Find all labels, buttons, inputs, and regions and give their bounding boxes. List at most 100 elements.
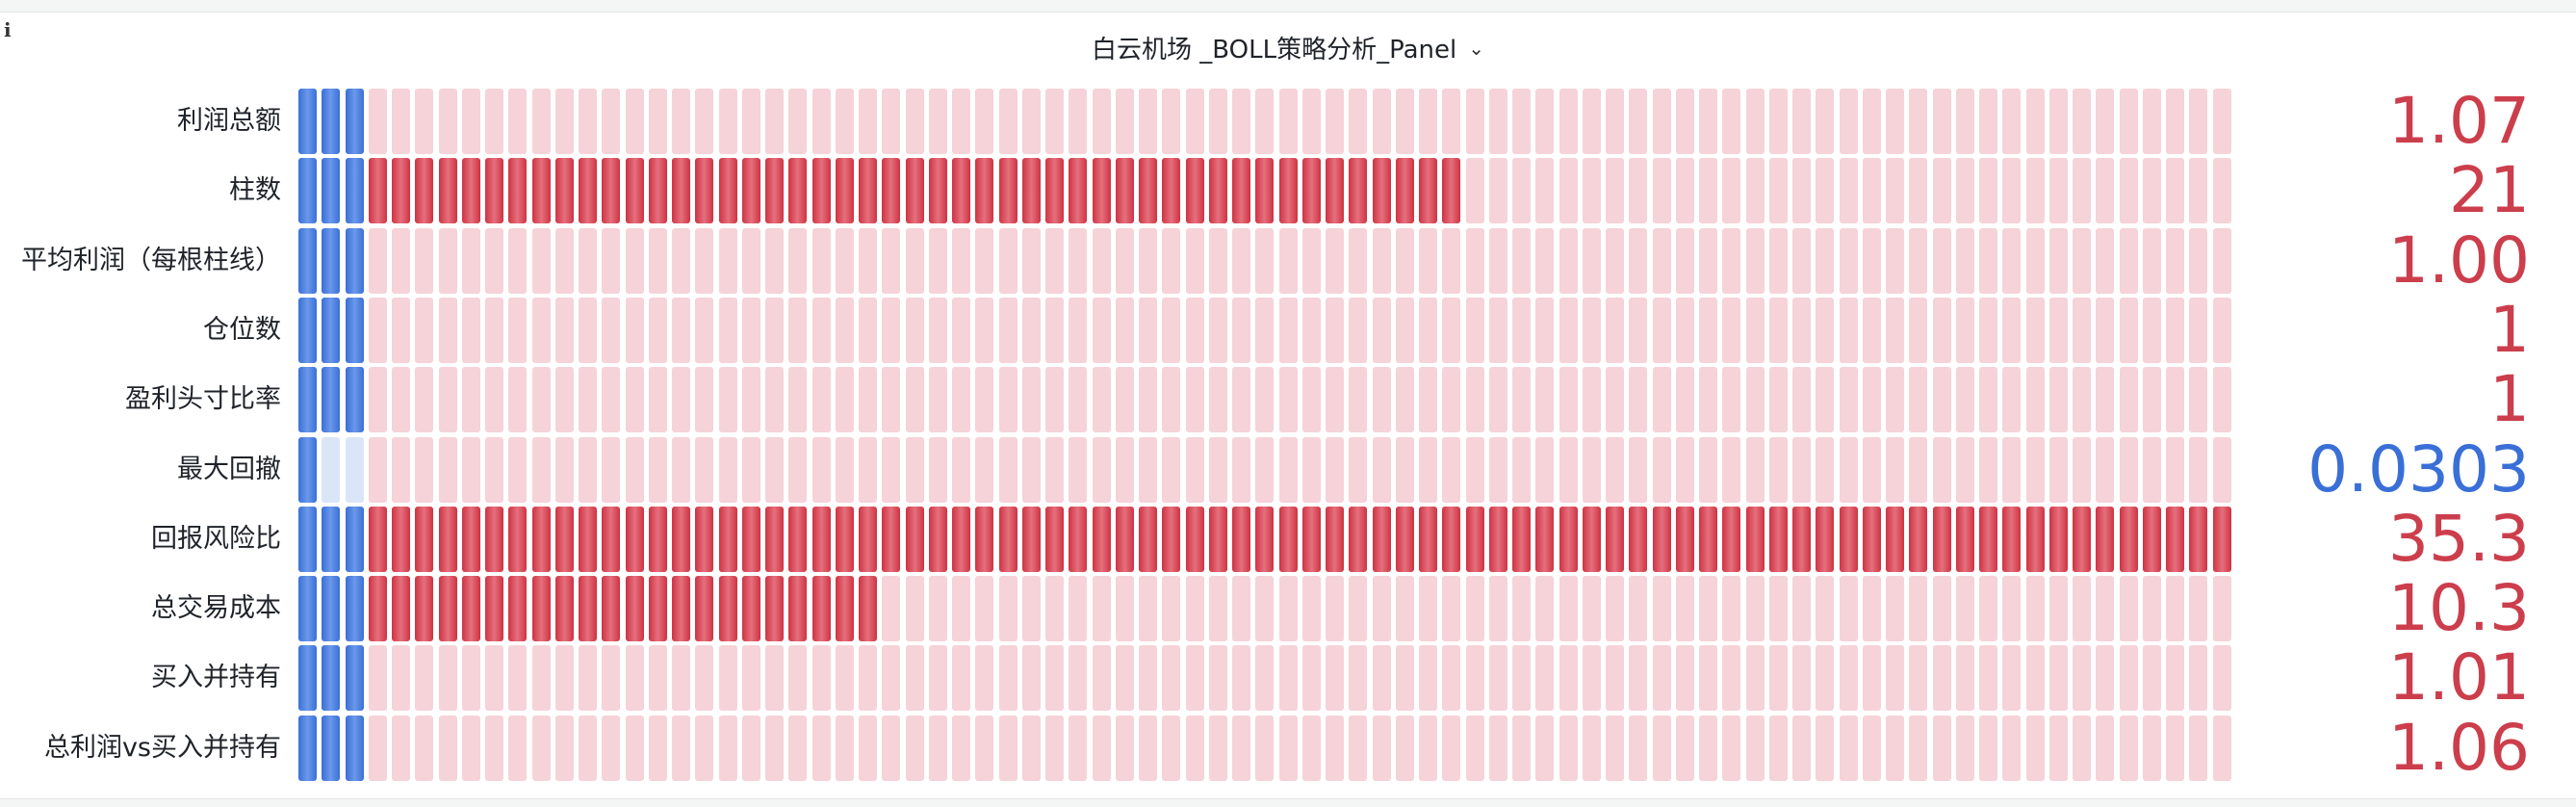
gauge-segment-empty [859,89,877,154]
gauge-segment-filled [1116,158,1134,223]
gauge-segment-filled [719,576,737,641]
gauge-segment-empty [2073,367,2091,432]
panel-header[interactable]: 白云机场 _BOLL策略分析_Panel ⌄ [0,28,2576,66]
row-label: 最大回撤 [177,455,281,484]
gauge-segment-empty [788,367,807,432]
gauge-segment-empty [2120,89,2138,154]
gauge-segment-empty [485,716,503,781]
row-label: 柱数 [229,175,281,205]
gauge-segment-empty [1326,576,1344,641]
gauge-segment-filled [1769,507,1788,572]
gauge-segment-empty [1606,228,1624,294]
gauge-segment-filled [555,507,574,572]
gauge-segment-filled [298,645,317,711]
gauge-segment-empty [812,645,831,711]
gauge-segment-empty [462,645,480,711]
gauge-segment-empty [1279,89,1298,154]
gauge-segment-empty [1629,158,1647,223]
gauge-segment-empty [2002,158,2021,223]
gauge-segment-empty [2189,228,2207,294]
gauge-segment-filled [555,158,574,223]
row-label: 总交易成本 [151,593,281,623]
gauge-segment-empty [906,437,924,503]
gauge-segment-filled [765,507,784,572]
panel-title[interactable]: 白云机场 _BOLL策略分析_Panel [1092,35,1457,65]
chevron-down-icon[interactable]: ⌄ [1468,37,1484,60]
gauge-segment-empty [369,228,387,294]
gauge-segment-filled [1022,507,1041,572]
gauge-segment-filled [462,507,480,572]
gauge-segment-empty [929,367,947,432]
gauge-segment-empty [2143,89,2161,154]
gauge-segment-empty [2049,645,2068,711]
row-value: 21 [2449,153,2530,227]
gauge-segment-filled [742,158,760,223]
gauge-segment-empty [1583,158,1601,223]
gauge-segment-empty [1979,228,1997,294]
gauge-segment-filled [999,158,1018,223]
gauge-segment-empty [836,298,854,363]
gauge-segment-filled [369,507,387,572]
gauge-segment-empty [1722,645,1740,711]
gauge-segment-filled [298,158,317,223]
gauge-segment-empty [1699,645,1717,711]
gauge-segment-filled [2073,507,2091,572]
gauge-segment-empty [1255,298,1274,363]
gauge-segment-empty [1069,298,1087,363]
gauge-segment-empty [672,298,690,363]
gauge-segment-empty [882,645,900,711]
gauge-segment-empty [1209,228,1227,294]
gauge-segment-empty [1139,716,1157,781]
gauge-segment-empty [1956,437,1974,503]
gauge-segment-empty [2143,228,2161,294]
gauge-segment-empty [1676,89,1694,154]
gauge-segment-empty [1139,367,1157,432]
gauge-segment-empty [695,89,713,154]
gauge-segment-empty [1653,367,1671,432]
gauge-segment-empty [508,716,527,781]
gauge-segment-empty [579,228,597,294]
gauge-segment-filled [298,507,317,572]
gauge-segment-empty [1863,716,1881,781]
gauge-segment-empty [2096,228,2114,294]
gauge-segment-filled [1419,507,1437,572]
gauge-bar [298,576,2260,641]
gauge-segment-filled [532,158,551,223]
gauge-segment-filled [485,576,503,641]
gauge-segment-empty [462,298,480,363]
gauge-segment-empty [1186,298,1204,363]
gauge-segment-empty [1769,437,1788,503]
gauge-segment-empty [1933,367,1951,432]
gauge-segment-empty [2189,367,2207,432]
gauge-segment-empty [1302,228,1321,294]
gauge-segment-empty [2120,437,2138,503]
gauge-segment-filled [929,158,947,223]
gauge-segment-filled [2049,507,2068,572]
gauge-segment-empty [1840,437,1858,503]
gauge-segment-empty [1722,228,1740,294]
gauge-segment-empty [1653,298,1671,363]
gauge-segment-empty [1979,158,1997,223]
gauge-segment-filled [1933,507,1951,572]
gauge-segment-filled [298,228,317,294]
gauge-segment-empty [508,298,527,363]
gauge-segment-empty [1442,576,1460,641]
gauge-segment-empty [742,437,760,503]
gauge-segment-empty [579,89,597,154]
gauge-segment-empty [975,228,993,294]
gauge-segment-empty [1653,158,1671,223]
gauge-segment-empty [929,89,947,154]
gauge-segment-empty [369,437,387,503]
gauge-segment-empty [1559,158,1578,223]
gauge-segment-empty [2143,716,2161,781]
gauge-segment-filled [2026,507,2045,572]
gauge-segment-empty [859,228,877,294]
info-icon[interactable]: i [4,18,12,41]
gauge-segment-empty [859,716,877,781]
gauge-segment-filled [765,158,784,223]
gauge-segment-empty [2166,367,2184,432]
gauge-segment-empty [1722,298,1740,363]
gauge-segment-empty [788,89,807,154]
gauge-segment-empty [1816,437,1834,503]
gauge-segment-empty [1349,367,1367,432]
